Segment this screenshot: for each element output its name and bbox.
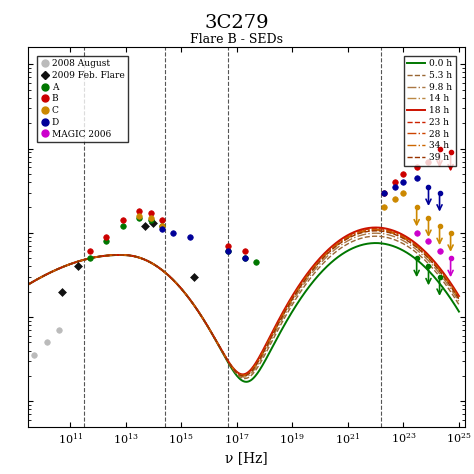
Point <box>86 255 93 262</box>
Point <box>225 242 232 250</box>
Point <box>252 258 260 266</box>
Point <box>380 189 388 196</box>
Point <box>413 204 420 211</box>
Point <box>447 255 455 262</box>
Point <box>447 148 455 156</box>
Text: Flare B - SEDs: Flare B - SEDs <box>191 33 283 46</box>
Legend: 0.0 h, 5.3 h, 9.8 h, 14 h, 18 h, 23 h, 28 h, 34 h, 39 h: 0.0 h, 5.3 h, 9.8 h, 14 h, 18 h, 23 h, 2… <box>404 56 456 165</box>
Point <box>391 195 399 203</box>
Point <box>158 222 165 230</box>
Point <box>147 210 155 217</box>
Point <box>158 217 165 224</box>
Point <box>447 229 455 237</box>
Point <box>102 237 110 245</box>
Point <box>135 208 143 215</box>
Point <box>425 183 432 191</box>
Point <box>413 229 420 237</box>
Point <box>425 263 432 270</box>
Point <box>436 248 443 255</box>
Point <box>150 219 157 227</box>
Point <box>141 222 149 230</box>
Point <box>425 158 432 165</box>
Point <box>158 222 165 230</box>
Point <box>436 189 443 196</box>
Point <box>241 248 249 255</box>
Point <box>147 217 155 224</box>
Point <box>413 174 420 182</box>
Point <box>391 183 399 191</box>
Point <box>102 233 110 240</box>
Point <box>400 189 407 196</box>
Point <box>436 273 443 281</box>
Point <box>413 255 420 262</box>
Point <box>86 248 93 255</box>
Point <box>413 164 420 171</box>
Point <box>241 255 249 262</box>
Point <box>169 229 177 237</box>
Point <box>391 178 399 186</box>
Point <box>186 233 193 240</box>
Point <box>225 248 232 255</box>
Point <box>19 364 27 372</box>
Point <box>119 217 127 224</box>
Point <box>135 212 143 219</box>
Point <box>400 170 407 178</box>
Point <box>191 273 198 281</box>
Point <box>225 248 232 255</box>
X-axis label: ν [Hz]: ν [Hz] <box>225 452 268 465</box>
Point <box>30 352 38 359</box>
Point <box>436 222 443 230</box>
Point <box>75 263 82 270</box>
Point <box>55 326 63 334</box>
Point <box>400 178 407 186</box>
Point <box>135 214 143 222</box>
Point <box>425 237 432 245</box>
Point <box>380 189 388 196</box>
Point <box>147 214 155 222</box>
Point <box>119 222 127 230</box>
Point <box>425 214 432 222</box>
Point <box>380 204 388 211</box>
Point <box>436 145 443 152</box>
Point <box>241 255 249 262</box>
Point <box>58 288 65 295</box>
Text: 3C279: 3C279 <box>205 14 269 32</box>
Point <box>44 338 51 346</box>
Point <box>158 226 165 233</box>
